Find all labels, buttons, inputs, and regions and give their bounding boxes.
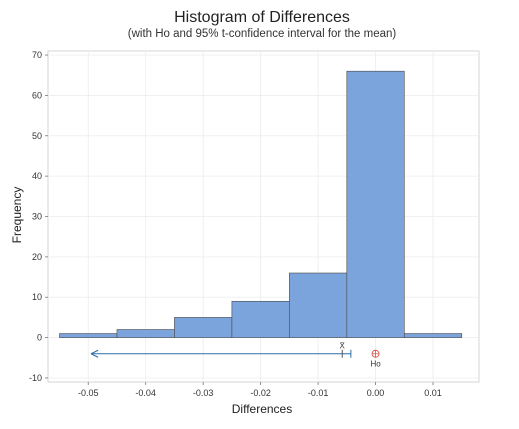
- x-tick-label: -0.01: [308, 388, 329, 398]
- histogram-bar: [403, 333, 463, 338]
- x-tick-label: -0.02: [250, 388, 271, 398]
- histogram-bar: [346, 70, 405, 338]
- y-axis-ticks: -10 0 10 20 30 40 50 60 70: [29, 50, 48, 383]
- histogram-bars: [59, 70, 463, 338]
- y-tick-label: 20: [32, 252, 42, 262]
- y-axis-label: Frequency: [10, 187, 24, 244]
- x-tick-label: -0.04: [135, 388, 156, 398]
- chart-subtitle: (with Ho and 95% t-confidence interval f…: [128, 28, 397, 40]
- ci-annotations: X̄ Ho: [90, 342, 381, 369]
- chart-title: Histogram of Differences: [174, 9, 350, 26]
- h0-marker-cross: [372, 350, 380, 358]
- y-tick-label: 0: [37, 333, 42, 343]
- x-tick-label: -0.03: [193, 388, 214, 398]
- x-tick-label: 0.00: [367, 388, 385, 398]
- ci-arrow-head: [90, 349, 99, 358]
- y-tick-label: 30: [32, 212, 42, 222]
- y-tick-label: -10: [29, 373, 42, 383]
- x-axis-ticks: -0.05 -0.04 -0.03 -0.02 -0.01 0.00 0.01: [78, 382, 442, 398]
- x-axis-label: Differences: [232, 402, 292, 416]
- histogram-bar: [289, 272, 348, 338]
- histogram-bar: [116, 329, 175, 338]
- histogram-bar: [231, 300, 290, 338]
- x-tick-label: 0.01: [424, 388, 442, 398]
- histogram-bar: [59, 333, 118, 338]
- mean-label: X̄: [340, 342, 346, 351]
- histogram-bar: [174, 317, 233, 338]
- x-tick-label: -0.05: [78, 388, 99, 398]
- y-tick-label: 10: [32, 292, 42, 302]
- y-tick-label: 60: [32, 90, 42, 100]
- y-tick-label: 40: [32, 171, 42, 181]
- h0-label: Ho: [370, 360, 381, 369]
- y-tick-label: 50: [32, 131, 42, 141]
- y-tick-label: 70: [32, 50, 42, 60]
